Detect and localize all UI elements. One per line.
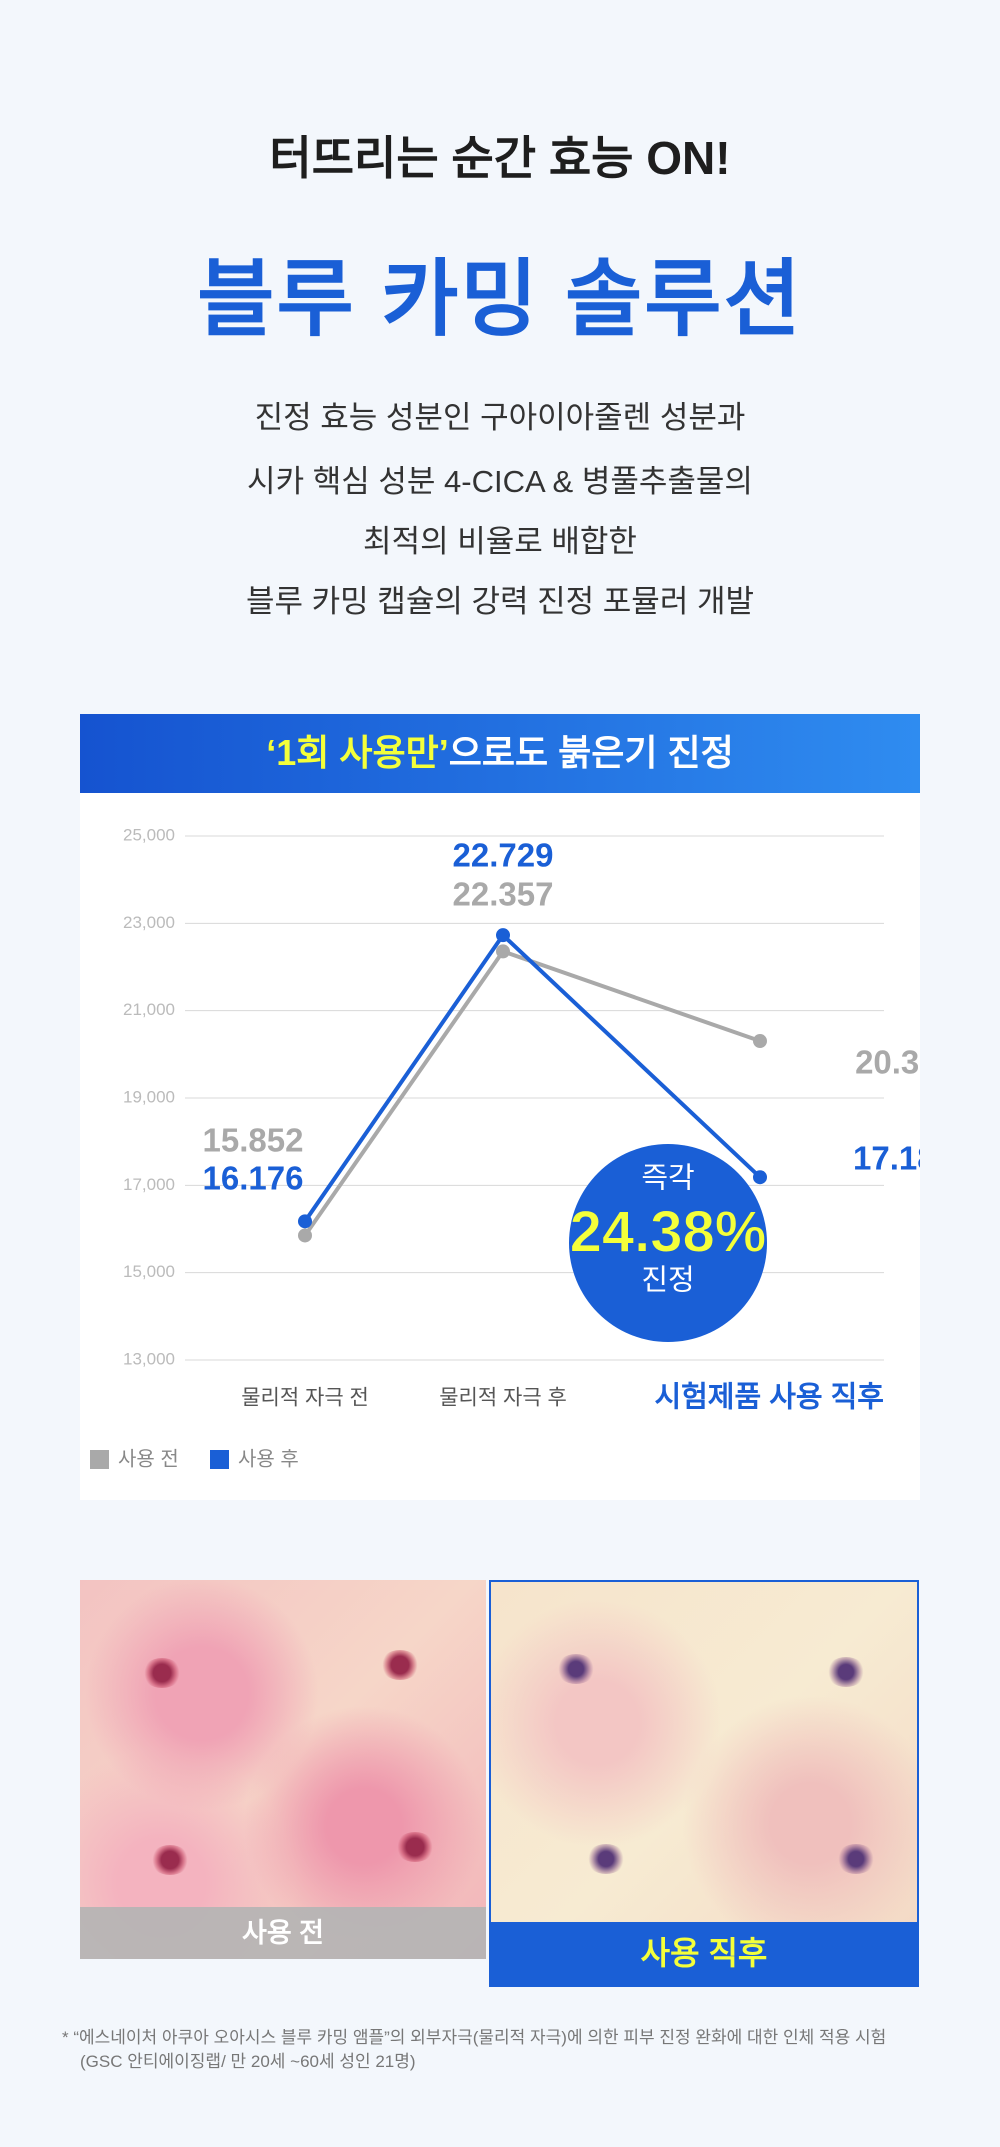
title: 블루 카밍 솔루션 bbox=[197, 252, 803, 346]
body-line: 진정 효능 성분인 구아이아줄렌 성분과 bbox=[254, 400, 746, 435]
x-tick-label: 물리적 자극 전 bbox=[241, 1387, 369, 1410]
data-point bbox=[298, 1228, 312, 1243]
title-highlight: ‘1회 사용만’ bbox=[266, 732, 449, 773]
after-label: 사용 직후 bbox=[491, 1922, 917, 1985]
body-line: 시카 핵심 성분 4-CICA & 병풀추출물의 bbox=[247, 464, 753, 499]
before-label: 사용 전 bbox=[80, 1907, 486, 1959]
data-point bbox=[496, 928, 510, 943]
y-tick-label: 17,000 bbox=[123, 1175, 175, 1194]
after-photo: 사용 직후 bbox=[489, 1580, 919, 1987]
data-point bbox=[753, 1034, 767, 1049]
badge-value: 24.38% bbox=[570, 1199, 767, 1264]
y-tick-label: 15,000 bbox=[123, 1262, 175, 1281]
body-line: 블루 카밍 캡슐의 강력 진정 포뮬러 개발 bbox=[246, 584, 754, 619]
legend-swatch bbox=[90, 1450, 109, 1469]
chart: ‘1회 사용만’으로도 붉은기 진정 13,000 15,000 17,000 19,… bbox=[80, 714, 920, 1500]
data-label: 15.852 bbox=[203, 1122, 304, 1159]
badge-text: 즉각 bbox=[641, 1163, 694, 1195]
y-tick-label: 13,000 bbox=[123, 1349, 175, 1368]
legend-swatch bbox=[210, 1450, 229, 1469]
data-label: 16.176 bbox=[203, 1160, 304, 1197]
chart-title: ‘1회 사용만’으로도 붉은기 진정 bbox=[266, 732, 733, 773]
data-point bbox=[496, 944, 510, 959]
x-tick-label: 시험제품 사용 직후 bbox=[654, 1381, 884, 1414]
headline: 터뜨리는 순간 효능 ON! bbox=[269, 132, 731, 184]
body-line: 최적의 비율로 배합한 bbox=[363, 524, 637, 559]
legend-label: 사용 후 bbox=[238, 1447, 299, 1470]
badge bbox=[569, 1144, 767, 1342]
footnote: (GSC 안티에이징랩/ 만 20세 ~60세 성인 21명) bbox=[80, 2052, 416, 2071]
title-rest: 으로도 붉은기 진정 bbox=[449, 732, 734, 773]
y-tick-label: 21,000 bbox=[123, 1000, 175, 1019]
legend-label: 사용 전 bbox=[118, 1447, 179, 1470]
chart-panel bbox=[80, 793, 920, 1500]
data-point bbox=[298, 1214, 312, 1229]
before-photo: 사용 전 bbox=[80, 1580, 486, 1959]
y-tick-label: 23,000 bbox=[123, 913, 175, 932]
data-label: 22.729 bbox=[453, 837, 554, 874]
badge-text: 진정 bbox=[641, 1265, 694, 1297]
data-label: 17.186 bbox=[853, 1140, 920, 1177]
footnote: * “에스네이처 아쿠아 오아시스 블루 카밍 앰플”의 외부자극(물리적 자극… bbox=[62, 2028, 887, 2047]
y-tick-label: 25,000 bbox=[123, 825, 175, 844]
data-label: 20.305 bbox=[855, 1044, 920, 1081]
x-tick-label: 물리적 자극 후 bbox=[439, 1387, 567, 1410]
data-point bbox=[753, 1170, 767, 1185]
chart-banner bbox=[80, 714, 920, 793]
y-tick-label: 19,000 bbox=[123, 1087, 175, 1106]
data-label: 22.357 bbox=[453, 876, 554, 913]
